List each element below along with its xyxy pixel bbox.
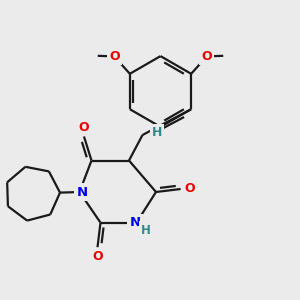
Text: O: O xyxy=(92,250,103,263)
Text: N: N xyxy=(129,216,141,229)
Text: O: O xyxy=(184,182,195,196)
Text: O: O xyxy=(109,50,120,63)
Text: O: O xyxy=(79,121,89,134)
Text: H: H xyxy=(141,224,151,237)
Text: H: H xyxy=(152,126,162,139)
Text: N: N xyxy=(76,185,88,199)
Text: O: O xyxy=(201,50,212,63)
